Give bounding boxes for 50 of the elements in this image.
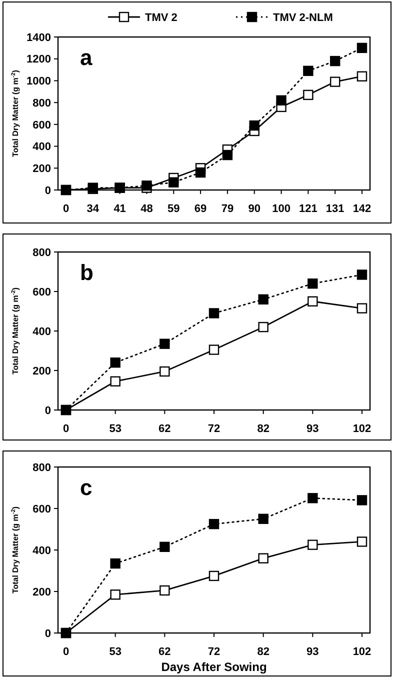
x-tick-label: 82 [257, 423, 270, 435]
y-tick-label: 1000 [26, 76, 51, 88]
x-tick-label: 34 [86, 203, 100, 215]
x-tick-label: 72 [208, 646, 220, 658]
x-tick-label: 0 [62, 423, 70, 435]
y-tick-label: 200 [32, 365, 51, 378]
x-tick-label: 0 [62, 203, 70, 215]
x-tick-label: 79 [221, 203, 234, 215]
x-tick-label: 121 [299, 203, 318, 215]
x-tick-label: 142 [352, 203, 372, 215]
x-tick-label: 53 [109, 646, 122, 658]
x-axis-title: Days After Sowing [161, 660, 267, 674]
y-tick-label: 1200 [26, 54, 51, 66]
x-tick-label: 131 [326, 203, 344, 215]
chart-title: b [80, 260, 94, 285]
y-tick-label: 200 [32, 162, 51, 175]
x-tick-label: 90 [248, 203, 260, 215]
y-tick-label: 600 [32, 503, 51, 516]
x-tick-label: 82 [257, 646, 270, 658]
y-tick-label: 600 [32, 286, 51, 298]
y-tick-label: 400 [32, 141, 51, 154]
x-tick-label: 48 [140, 203, 153, 215]
x-tick-label: 93 [306, 646, 319, 658]
y-tick-label: 0 [44, 404, 51, 417]
legend-label: TMV 2-NLM [273, 12, 333, 24]
y-tick-label: 600 [32, 119, 51, 132]
x-tick-label: 0 [62, 646, 70, 658]
x-tick-label: 102 [352, 423, 372, 435]
x-tick-label: 100 [272, 203, 290, 215]
x-tick-label: 69 [194, 203, 207, 215]
x-tick-label: 72 [208, 423, 220, 435]
x-tick-label: 93 [306, 423, 319, 435]
y-tick-label: 400 [32, 326, 51, 338]
y-tick-label: 800 [32, 462, 51, 474]
x-tick-label: 62 [158, 423, 171, 435]
x-tick-label: 62 [158, 646, 171, 658]
y-tick-label: 800 [32, 97, 51, 110]
chart-title: a [80, 45, 93, 70]
y-tick-label: 200 [32, 586, 51, 598]
y-tick-label: 1400 [26, 32, 51, 44]
x-tick-label: 53 [109, 423, 122, 435]
y-tick-label: 400 [32, 544, 51, 557]
y-tick-label: 0 [44, 184, 51, 197]
x-tick-label: 59 [168, 203, 180, 215]
x-tick-label: 102 [352, 646, 372, 658]
y-tick-label: 0 [44, 628, 51, 640]
x-tick-label: 41 [114, 203, 126, 215]
y-tick-label: 800 [32, 246, 51, 259]
chart-title: c [80, 475, 92, 500]
legend-label: TMV 2 [145, 12, 178, 24]
